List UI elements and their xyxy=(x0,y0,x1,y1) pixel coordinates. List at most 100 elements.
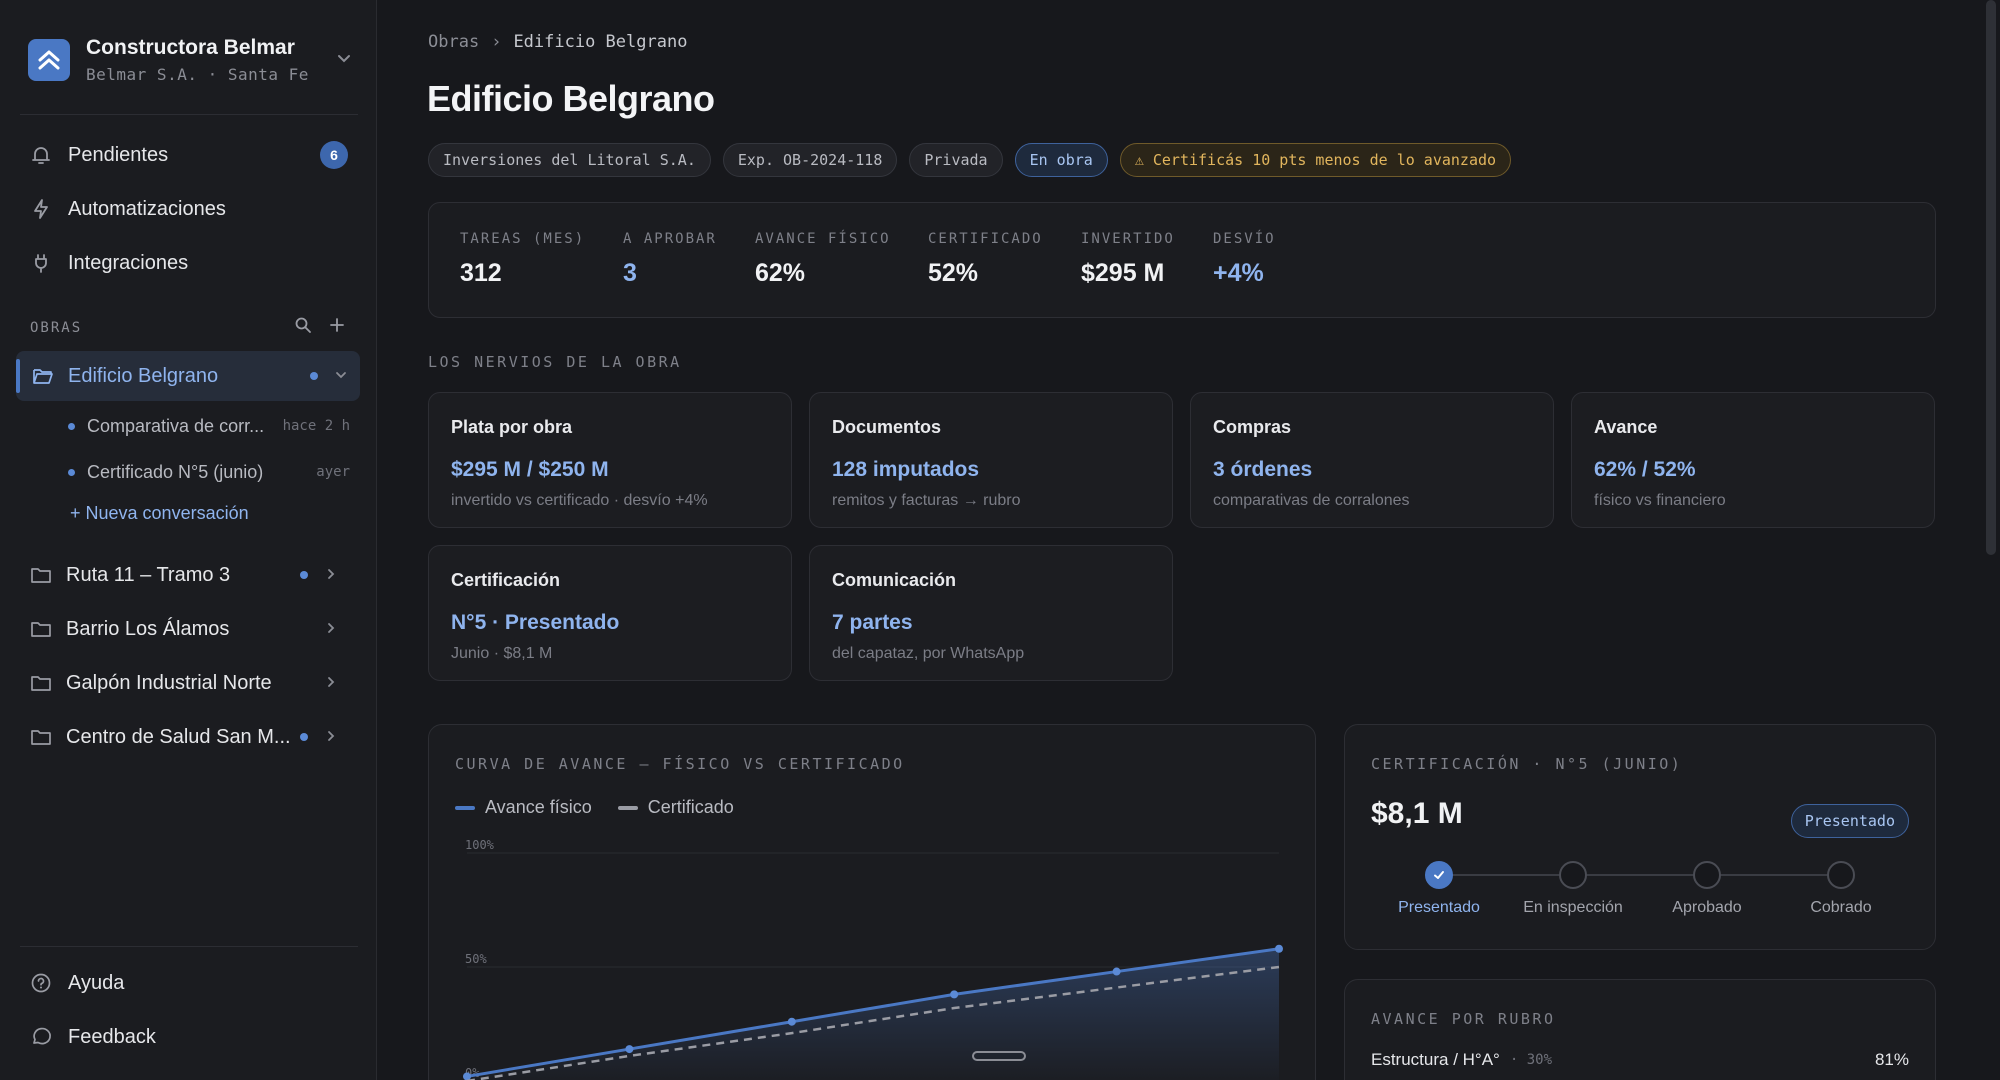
conversation-title: Certificado N°5 (junio) xyxy=(87,461,264,482)
panel-title: CURVA DE AVANCE — FÍSICO VS CERTIFICADO xyxy=(455,755,905,773)
scroll-handle[interactable] xyxy=(972,1051,1026,1061)
org-switcher[interactable]: Constructora Belmar Belmar S.A. · Santa … xyxy=(28,32,358,88)
step-aprobado: Aprobado xyxy=(1639,857,1775,917)
chevron-down-icon[interactable] xyxy=(334,365,348,388)
card-value: N°5 · Presentado xyxy=(451,611,620,634)
rubro-name: Estructura / H°A° xyxy=(1371,1050,1500,1069)
feedback-button[interactable]: Feedback xyxy=(28,1017,348,1057)
chevron-right-icon[interactable] xyxy=(324,618,338,641)
unread-dot xyxy=(300,571,308,579)
org-logo-icon xyxy=(28,39,70,81)
chevron-down-icon xyxy=(336,50,352,71)
data-point xyxy=(787,1017,796,1026)
kpi-a-aprobar[interactable]: A APROBAR 3 xyxy=(623,231,717,288)
project-centro-de-salud[interactable]: Centro de Salud San M... xyxy=(28,715,350,759)
legend-label: Avance físico xyxy=(485,797,592,817)
kpi-label: CERTIFICADO xyxy=(928,231,1043,247)
rubro-row[interactable]: Estructura / H°A° · 30% 81% xyxy=(1371,1050,1909,1070)
step-circle xyxy=(1559,861,1587,889)
project-galpon-industrial[interactable]: Galpón Industrial Norte xyxy=(28,661,350,705)
avance-por-rubro-panel: AVANCE POR RUBRO Estructura / H°A° · 30%… xyxy=(1344,979,1936,1080)
chevron-right-icon[interactable] xyxy=(324,564,338,587)
panel-title: CERTIFICACIÓN · N°5 (JUNIO) xyxy=(1371,755,1683,773)
card-avance[interactable]: Avance 62% / 52% físico vs financiero xyxy=(1571,392,1935,528)
conversation-item[interactable]: Certificado N°5 (junio) ayer xyxy=(68,457,350,487)
progress-curve-chart: 100%50%0% xyxy=(463,838,1283,1080)
page-scrollbar[interactable] xyxy=(1986,0,1996,555)
card-certificacion[interactable]: Certificación N°5 · Presentado Junio · $… xyxy=(428,545,792,681)
nav-pendientes[interactable]: Pendientes 6 xyxy=(28,135,348,175)
breadcrumb-separator: › xyxy=(491,32,502,52)
project-name: Barrio Los Álamos xyxy=(66,617,230,640)
conversation-title: Comparativa de corr... xyxy=(87,415,265,436)
unread-dot xyxy=(310,372,318,380)
help-label: Ayuda xyxy=(68,971,125,994)
add-obra-icon[interactable] xyxy=(328,316,346,339)
legend-swatch xyxy=(617,805,638,810)
card-value: 128 imputados xyxy=(832,458,980,481)
step-circle xyxy=(1827,861,1855,889)
card-subtitle: del capataz, por WhatsApp xyxy=(832,645,1025,662)
help-button[interactable]: Ayuda xyxy=(28,963,348,1003)
chat-bubble-icon xyxy=(28,1024,54,1050)
chevron-right-icon[interactable] xyxy=(324,726,338,749)
check-icon xyxy=(1425,861,1453,889)
obras-section-label: OBRAS xyxy=(30,320,83,336)
step-label: Cobrado xyxy=(1810,899,1872,916)
card-comunicacion[interactable]: Comunicación 7 partes del capataz, por W… xyxy=(809,545,1173,681)
step-label: Presentado xyxy=(1398,899,1480,916)
project-edificio-belgrano[interactable]: Edificio Belgrano xyxy=(16,351,360,401)
new-conversation-button[interactable]: + Nueva conversación xyxy=(70,503,249,523)
kpi-label: AVANCE FÍSICO xyxy=(755,231,891,247)
warning-badge[interactable]: ⚠ Certificás 10 pts menos de lo avanzado xyxy=(1119,143,1512,177)
card-title: Certificación xyxy=(451,570,561,590)
plug-icon xyxy=(28,250,54,276)
legend-item-certificado: Certificado xyxy=(617,797,734,818)
card-compras[interactable]: Compras 3 órdenes comparativas de corral… xyxy=(1190,392,1554,528)
org-name: Constructora Belmar xyxy=(86,36,295,59)
rubro-percentage: 81% xyxy=(1874,1050,1909,1069)
step-circle xyxy=(1693,861,1721,889)
nav-automatizaciones[interactable]: Automatizaciones xyxy=(28,189,348,229)
legend-label: Certificado xyxy=(647,797,734,817)
breadcrumb-root[interactable]: Obras xyxy=(428,32,480,52)
step-label: Aprobado xyxy=(1672,899,1742,916)
series-line-certificado xyxy=(466,965,1280,1080)
area-fill xyxy=(467,948,1279,1080)
unread-dot xyxy=(68,468,75,476)
card-plata-por-obra[interactable]: Plata por obra $295 M / $250 M invertido… xyxy=(428,392,792,528)
conversation-item[interactable]: Comparativa de corr... hace 2 h xyxy=(68,411,350,441)
card-documentos[interactable]: Documentos 128 imputados remitos y factu… xyxy=(809,392,1173,528)
project-barrio-los-alamos[interactable]: Barrio Los Álamos xyxy=(28,607,350,651)
org-subtitle: Belmar S.A. · Santa Fe xyxy=(86,65,309,84)
project-ruta-11[interactable]: Ruta 11 – Tramo 3 xyxy=(28,553,350,597)
kpi-value: 3 xyxy=(623,259,637,287)
cert-amount: $8,1 M xyxy=(1371,797,1463,830)
data-point xyxy=(1275,944,1283,953)
help-circle-icon xyxy=(28,970,54,996)
chevron-right-icon[interactable] xyxy=(324,672,338,695)
chart-legend: Avance físico Certificado xyxy=(455,797,734,818)
project-name: Galpón Industrial Norte xyxy=(66,671,272,694)
card-subtitle: Junio · $8,1 M xyxy=(451,645,553,662)
nav-pendientes-label: Pendientes xyxy=(68,143,169,166)
cert-stepper: Presentado En inspección Aprobado Cobrad… xyxy=(1371,857,1909,937)
kpi-invertido: INVERTIDO $295 M xyxy=(1081,231,1175,288)
kpi-value: 312 xyxy=(460,259,502,287)
nav-integraciones[interactable]: Integraciones xyxy=(28,243,348,283)
data-point xyxy=(625,1045,634,1054)
unread-dot xyxy=(300,733,308,741)
kpi-label: TAREAS (MES) xyxy=(460,231,586,247)
divider xyxy=(20,114,358,115)
kpi-value: 62% xyxy=(755,259,806,287)
kpi-label: A APROBAR xyxy=(623,231,717,247)
bell-icon xyxy=(28,142,54,168)
section-heading: LOS NERVIOS DE LA OBRA xyxy=(428,353,682,371)
client-tag: Inversiones del Litoral S.A. xyxy=(428,143,711,177)
card-value: 7 partes xyxy=(832,611,913,634)
divider xyxy=(20,946,358,947)
kpi-strip: TAREAS (MES) 312 A APROBAR 3 AVANCE FÍSI… xyxy=(428,202,1936,318)
step-presentado: Presentado xyxy=(1371,857,1507,917)
search-icon[interactable] xyxy=(294,316,312,339)
step-en-inspeccion: En inspección xyxy=(1505,857,1641,917)
